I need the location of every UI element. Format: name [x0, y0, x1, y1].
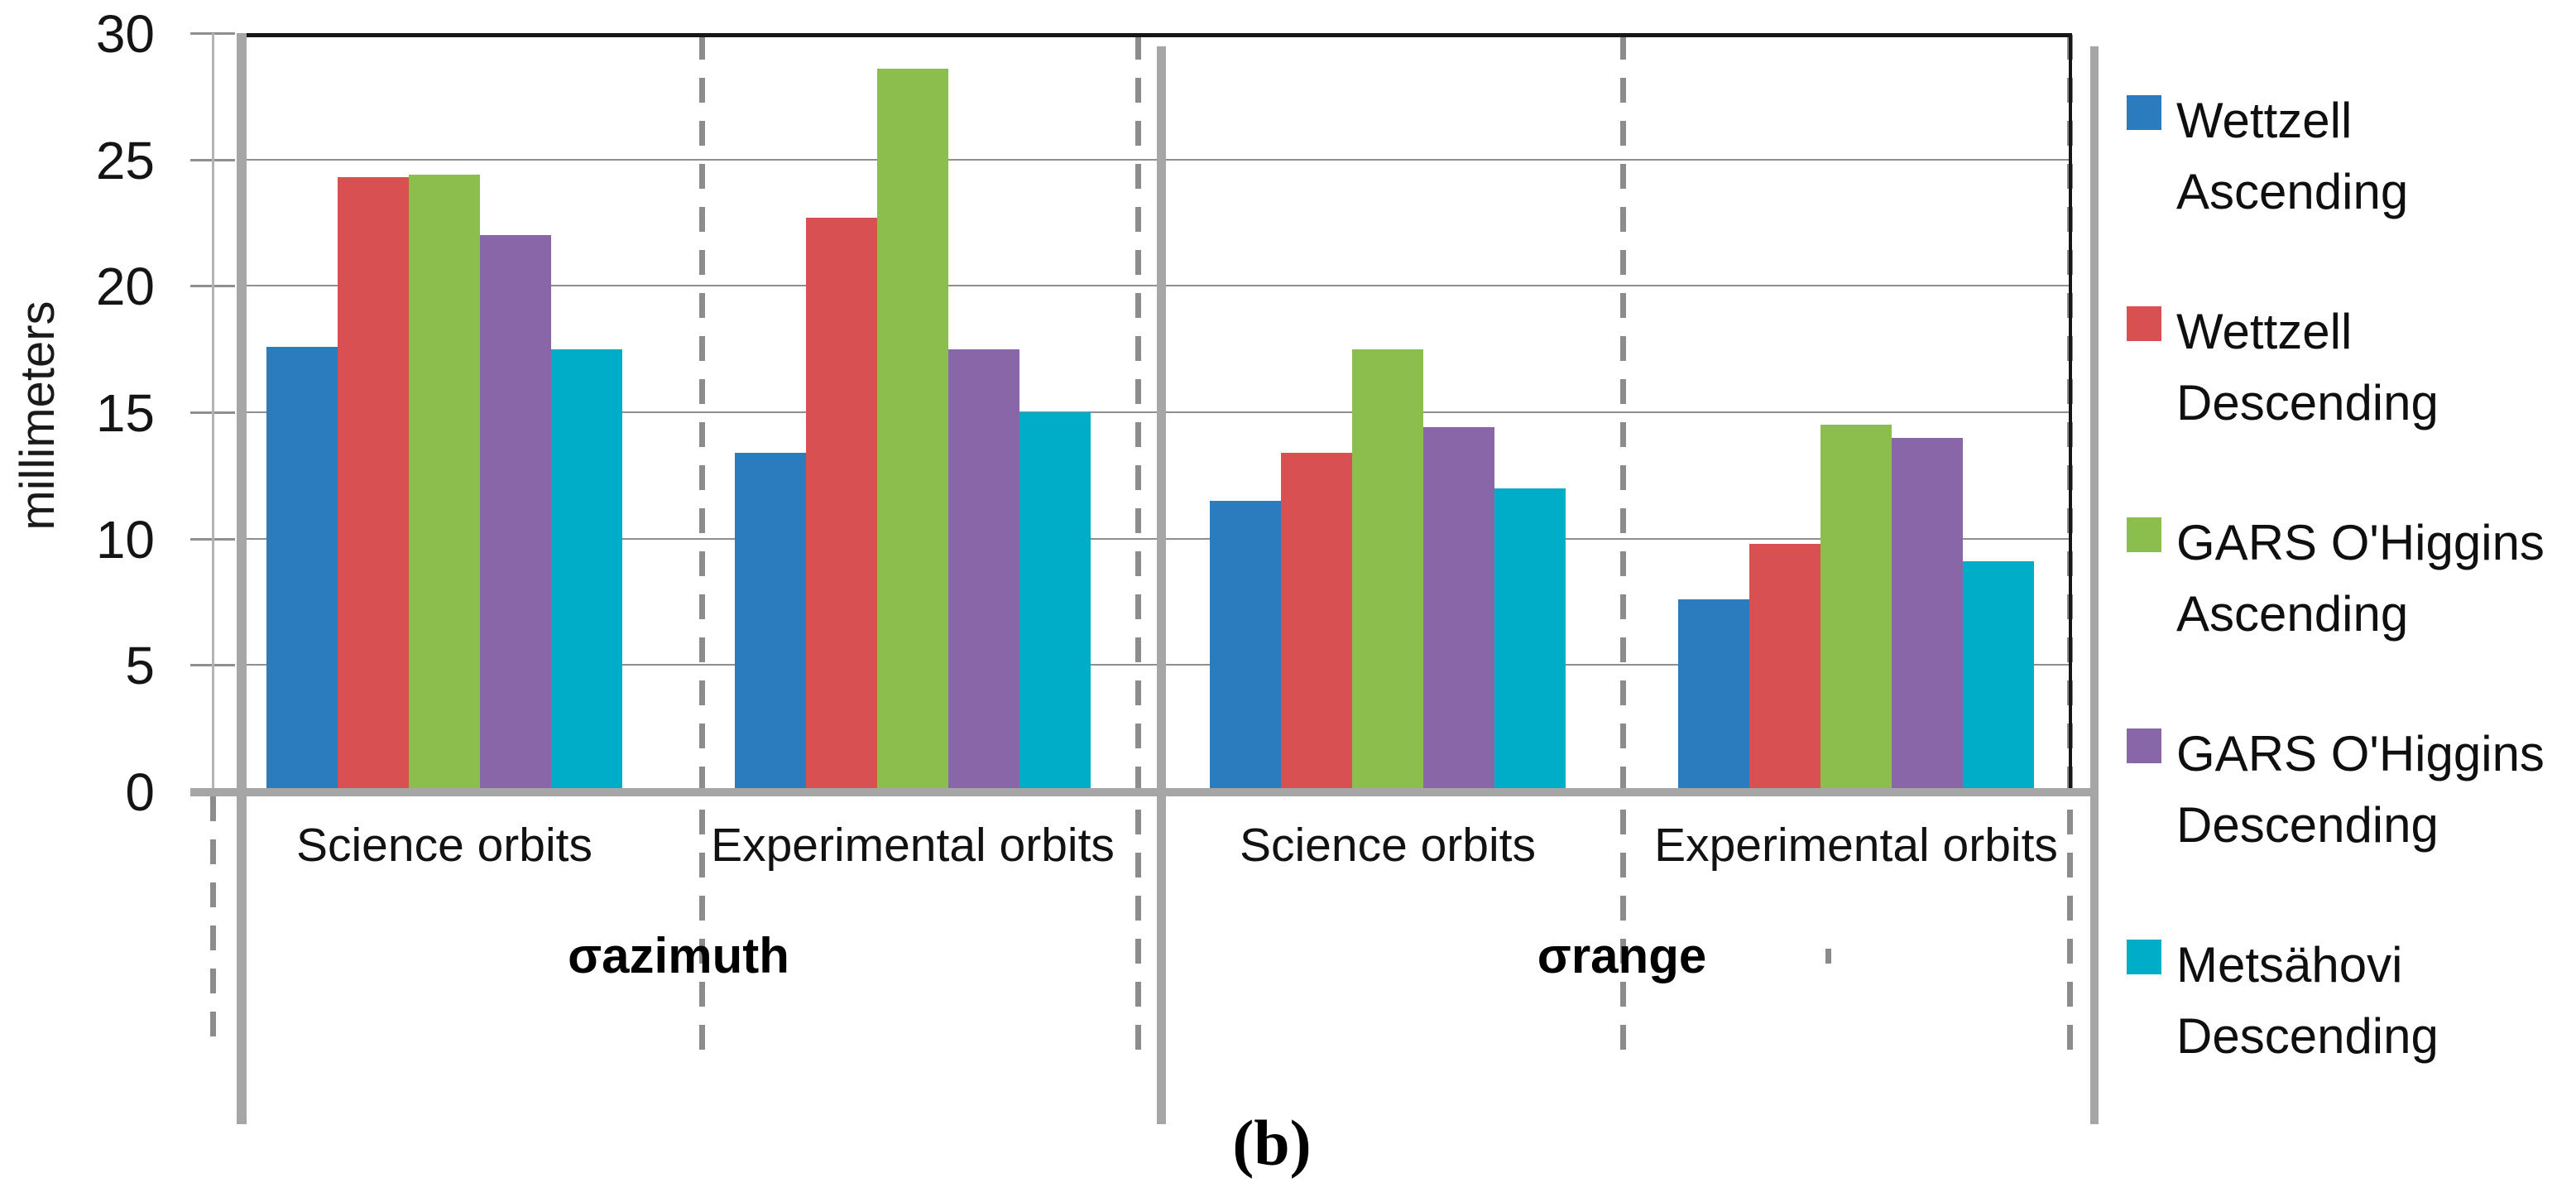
legend-label-line1: Wettzell — [2176, 93, 2353, 148]
legend-label-line2: Descending — [2176, 375, 2439, 430]
plot-right-border — [2069, 33, 2072, 791]
legend-label-line1: GARS O'Higgins — [2176, 726, 2545, 781]
bar-gars-o-higgins-ascending-group3 — [1352, 349, 1423, 791]
bar-mets-hovi-descending-group4 — [1963, 561, 2034, 791]
section-divider-line — [1157, 46, 1166, 1124]
section-label-range: σrange — [1537, 928, 1707, 983]
bar-mets-hovi-descending-group1 — [551, 349, 622, 791]
legend-swatch-icon — [2127, 728, 2161, 763]
y-tick-label: 20 — [95, 257, 155, 317]
bar-mets-hovi-descending-group3 — [1494, 488, 1566, 791]
bar-gars-o-higgins-descending-group4 — [1892, 437, 1963, 791]
legend-label-line1: Metsähovi — [2176, 937, 2403, 993]
bar-wettzell-ascending-group3 — [1210, 500, 1281, 791]
y-tick-label: 30 — [95, 4, 155, 64]
dashed-separator — [1135, 35, 1141, 1053]
y-tick-label: 5 — [125, 636, 155, 696]
bar-wettzell-ascending-group2 — [735, 452, 806, 791]
bar-wettzell-descending-group1 — [338, 177, 409, 791]
legend-label-line2: Descending — [2176, 797, 2439, 853]
bar-gars-o-higgins-descending-group3 — [1423, 427, 1494, 791]
left-dashed-line — [210, 796, 216, 1053]
bar-wettzell-ascending-group1 — [266, 346, 338, 791]
legend-label: Metsähovi Descending — [2176, 930, 2574, 1072]
bar-gars-o-higgins-descending-group1 — [480, 235, 551, 791]
right-frame-line — [2090, 46, 2099, 1124]
y-tick-label: 25 — [95, 130, 155, 190]
bar-wettzell-ascending-group4 — [1678, 599, 1749, 791]
bar-mets-hovi-descending-group2 — [1019, 412, 1091, 791]
legend-label: Wettzell Ascending — [2176, 85, 2574, 228]
legend-label: GARS O'Higgins Ascending — [2176, 507, 2574, 650]
stray-mark — [1825, 949, 1831, 964]
legend-label-line1: GARS O'Higgins — [2176, 515, 2545, 570]
x-group-label: Science orbits — [295, 819, 592, 872]
legend-label-line2: Ascending — [2176, 164, 2409, 219]
axis-inner-line — [212, 33, 214, 791]
bar-wettzell-descending-group2 — [806, 217, 877, 791]
section-label-azimuth: σazimuth — [568, 928, 789, 983]
legend-label-line2: Descending — [2176, 1008, 2439, 1064]
bar-wettzell-descending-group4 — [1749, 543, 1820, 791]
legend-swatch-icon — [2127, 95, 2161, 130]
bar-gars-o-higgins-ascending-group1 — [409, 174, 480, 791]
bar-gars-o-higgins-ascending-group4 — [1820, 425, 1892, 791]
y-axis-line — [237, 33, 247, 1124]
plot-top-border — [247, 33, 2072, 37]
dashed-separator — [1620, 35, 1626, 1053]
y-tick-label: 15 — [95, 383, 155, 443]
bar-gars-o-higgins-descending-group2 — [948, 349, 1019, 791]
dashed-separator — [699, 35, 705, 1053]
bar-gars-o-higgins-ascending-group2 — [877, 68, 948, 791]
x-axis-baseline — [190, 788, 2090, 796]
legend-label: GARS O'Higgins Descending — [2176, 719, 2574, 861]
legend-label-line1: Wettzell — [2176, 304, 2353, 359]
legend-label: Wettzell Descending — [2176, 296, 2574, 439]
figure-caption: (b) — [1232, 1107, 1312, 1179]
legend-swatch-icon — [2127, 517, 2161, 552]
y-tick-label: 10 — [95, 509, 155, 570]
x-group-label: Experimental orbits — [711, 819, 1115, 872]
bar-wettzell-descending-group3 — [1281, 452, 1352, 791]
x-group-label: Science orbits — [1239, 819, 1536, 872]
legend-swatch-icon — [2127, 306, 2161, 341]
y-tick-label: 0 — [125, 762, 155, 822]
legend-label-line2: Ascending — [2176, 586, 2409, 642]
x-group-label: Experimental orbits — [1654, 819, 2058, 872]
legend-swatch-icon — [2127, 940, 2161, 974]
